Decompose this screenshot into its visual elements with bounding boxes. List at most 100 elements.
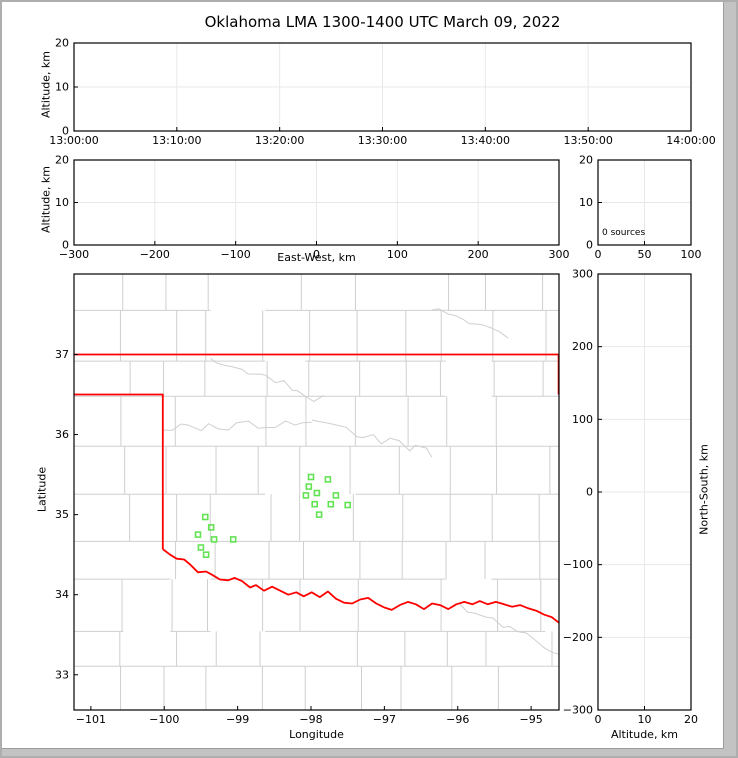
x-tick-label: 13:50:00 xyxy=(563,134,612,147)
river-boundary xyxy=(311,419,433,458)
y-tick-label: 33 xyxy=(55,668,69,681)
gridlines xyxy=(598,274,691,710)
river-boundary xyxy=(209,357,324,403)
y-tick-label: 37 xyxy=(55,348,69,361)
y-tick-label: 20 xyxy=(55,37,69,50)
x-tick-label: 100 xyxy=(681,248,702,261)
panel-ew-height: −300 −200 −100 0 100 200 300 0 10 20 xyxy=(55,154,570,262)
station-marker xyxy=(344,501,352,509)
station-marker xyxy=(311,500,319,508)
y-tick-label: 10 xyxy=(579,196,593,209)
x-tick-label: 13:40:00 xyxy=(461,134,510,147)
x-tick-label: 13:00:00 xyxy=(49,134,98,147)
y-tick-label: 36 xyxy=(55,428,69,441)
y-tick-label: 20 xyxy=(579,154,593,167)
y-tick-label: 0 xyxy=(586,486,593,499)
tick-labels: 0 50 100 0 10 20 xyxy=(579,154,702,262)
map-xlabel: Longitude xyxy=(289,728,344,741)
station-marker xyxy=(207,524,215,531)
station-marker xyxy=(194,531,202,538)
figure-title: Oklahoma LMA 1300-1400 UTC March 09, 202… xyxy=(204,13,561,31)
station-marker xyxy=(307,473,315,481)
station-marker xyxy=(305,483,313,490)
y-tick-label: 300 xyxy=(572,268,593,281)
x-tick-label: −96 xyxy=(446,713,469,726)
station-marker xyxy=(197,544,205,551)
tick-marks xyxy=(597,273,692,711)
y-tick-label: 10 xyxy=(55,196,69,209)
tick-marks xyxy=(74,353,532,710)
county-boundaries xyxy=(74,274,559,710)
x-tick-label: −95 xyxy=(520,713,543,726)
x-tick-label: −200 xyxy=(140,248,170,261)
y-tick-label: 10 xyxy=(55,81,69,94)
x-tick-label: 10 xyxy=(638,713,652,726)
river-boundary xyxy=(161,420,312,432)
station-marker xyxy=(313,489,321,497)
tick-marks xyxy=(73,42,692,132)
panel-altitude-histogram: 0 50 100 0 10 20 xyxy=(579,154,702,262)
source-count-annotation: 0 sources xyxy=(602,228,646,238)
ns-height-ylabel: North-South, km xyxy=(697,444,711,535)
state-boundary-segment xyxy=(162,548,559,624)
y-tick-label: −200 xyxy=(563,631,593,644)
x-tick-label: −100 xyxy=(149,713,179,726)
map-content xyxy=(74,274,559,710)
station-marker xyxy=(315,511,323,518)
y-tick-label: 20 xyxy=(55,154,69,167)
x-tick-label: −300 xyxy=(59,248,89,261)
station-marker xyxy=(324,476,332,483)
ns-height-xlabel: Altitude, km xyxy=(610,728,679,741)
x-tick-label: 300 xyxy=(549,248,570,261)
station-marker xyxy=(202,551,210,559)
station-marker xyxy=(332,492,340,499)
y-tick-label: 0 xyxy=(62,239,69,252)
x-tick-label: −97 xyxy=(373,713,396,726)
panel-time-height: 13:00:00 13:10:00 13:20:00 13:30:00 13:40:00… xyxy=(49,37,715,148)
station-marker xyxy=(302,492,310,499)
x-tick-label: 14:00:00 xyxy=(666,134,715,147)
y-tick-label: 0 xyxy=(62,125,69,138)
state-boundary-segment xyxy=(74,393,164,550)
x-tick-label: −100 xyxy=(221,248,251,261)
tick-labels: 0 10 20 300 200 100 0 −100 −200 −300 xyxy=(563,268,698,727)
gridlines xyxy=(74,160,559,245)
panel-frame xyxy=(73,273,560,711)
x-tick-label: −101 xyxy=(76,713,106,726)
station-marker xyxy=(327,500,335,508)
y-tick-label: 0 xyxy=(586,239,593,252)
state-boundary xyxy=(74,353,559,624)
panel-plan-view: −101 −100 −99 −98 −97 −96 −95 33 34 35 36 37 xyxy=(55,273,560,726)
tick-labels: −101 −100 −99 −98 −97 −96 −95 33 34 35 36 37 xyxy=(55,348,543,726)
y-tick-label: 34 xyxy=(55,588,69,601)
x-tick-label: 20 xyxy=(684,713,698,726)
tick-labels: −300 −200 −100 0 100 200 300 0 10 20 xyxy=(55,154,570,262)
station-marker xyxy=(229,536,237,543)
gridlines xyxy=(74,43,691,131)
river-boundary xyxy=(431,308,509,339)
panel-ns-height: 0 10 20 300 200 100 0 −100 −200 −300 xyxy=(563,268,698,727)
gridlines xyxy=(598,160,691,245)
x-tick-label: −99 xyxy=(226,713,249,726)
y-tick-label: −300 xyxy=(563,704,593,717)
x-tick-label: 0 xyxy=(595,248,602,261)
tick-labels: 13:00:00 13:10:00 13:20:00 13:30:00 13:40:00… xyxy=(49,37,715,148)
x-tick-label: 200 xyxy=(468,248,489,261)
x-tick-label: −98 xyxy=(299,713,322,726)
x-tick-label: 50 xyxy=(638,248,652,261)
y-tick-label: 100 xyxy=(572,413,593,426)
map-ylabel: Latitude xyxy=(35,466,49,513)
ew-height-ylabel: Altitude, km xyxy=(39,165,53,234)
time-height-ylabel: Altitude, km xyxy=(39,50,53,119)
lma-stations xyxy=(194,473,352,559)
x-tick-label: 100 xyxy=(387,248,408,261)
x-tick-label: 0 xyxy=(595,713,602,726)
station-marker xyxy=(202,513,209,521)
station-marker xyxy=(210,536,218,543)
x-tick-label: 13:30:00 xyxy=(358,134,407,147)
x-tick-label: 13:20:00 xyxy=(255,134,304,147)
y-tick-label: 200 xyxy=(572,340,593,353)
y-tick-label: −100 xyxy=(563,558,593,571)
